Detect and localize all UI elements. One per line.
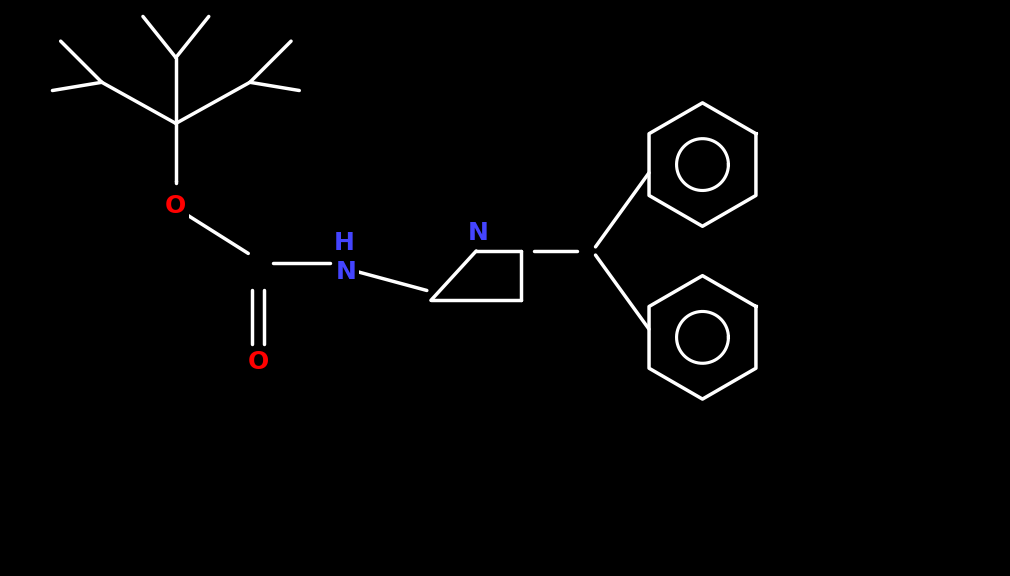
Text: O: O	[166, 194, 187, 218]
Text: N: N	[335, 260, 357, 283]
Text: N: N	[468, 221, 488, 245]
Text: H: H	[336, 233, 354, 253]
Text: O: O	[247, 350, 269, 374]
Text: O: O	[247, 350, 269, 374]
Text: O: O	[247, 350, 269, 374]
Text: H: H	[334, 231, 355, 255]
Text: N: N	[335, 260, 357, 283]
Text: N: N	[335, 260, 357, 283]
Text: O: O	[166, 194, 187, 218]
Text: N: N	[468, 221, 488, 245]
Text: N: N	[468, 221, 488, 245]
Text: H: H	[334, 231, 355, 255]
Text: O: O	[166, 194, 187, 218]
